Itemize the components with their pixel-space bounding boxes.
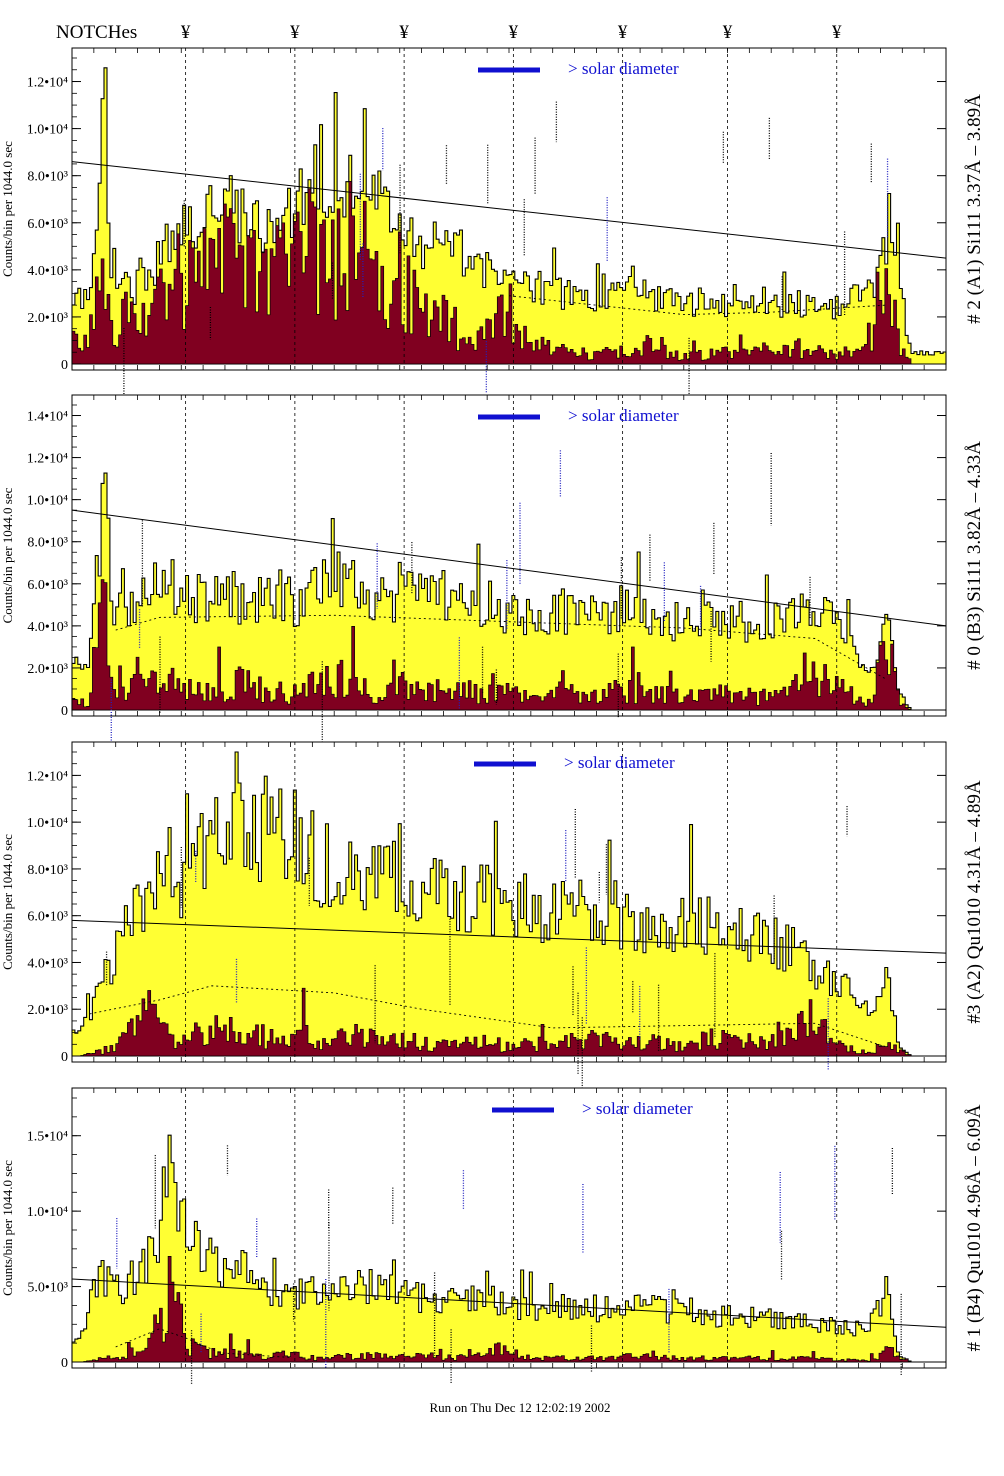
ytick-label-6: 1.2•10⁴ bbox=[27, 452, 68, 467]
ytick-label-3: 6.0•10³ bbox=[27, 217, 68, 232]
ytick-label-4: 8.0•10³ bbox=[27, 863, 68, 878]
ytick-label-1: 2.0•10³ bbox=[27, 1003, 68, 1018]
notch-symbol-2: ¥ bbox=[290, 22, 300, 43]
run-timestamp: Run on Thu Dec 12 12:02:19 2002 bbox=[429, 1400, 610, 1415]
ytick-label-2: 4.0•10³ bbox=[27, 956, 68, 971]
fit-line bbox=[71, 509, 947, 627]
ytick-label-3: 6.0•10³ bbox=[27, 578, 68, 593]
ytick-label-1: 2.0•10³ bbox=[27, 662, 68, 677]
panel-2: 0 2.0•10³ 4.0•10³ 6.0•10³ 8.0•10³ 1.0•10⁴ 1.2•… bbox=[0, 394, 985, 765]
panel-label: # 2 (A1) Si111 3.37Å – 3.89Å bbox=[964, 94, 985, 324]
notch-symbol-4: ¥ bbox=[509, 22, 519, 43]
ytick-label-0: 0 bbox=[61, 1356, 68, 1371]
ytick-label-5: 1.0•10⁴ bbox=[27, 816, 68, 831]
total-counts-histogram bbox=[71, 751, 946, 1057]
total-counts-histogram bbox=[71, 1134, 946, 1363]
ytick-label-2: 4.0•10³ bbox=[27, 264, 68, 279]
ytick-label-5: 1.0•10⁴ bbox=[27, 123, 68, 138]
line-id-labels bbox=[123, 101, 889, 413]
panel-4: 0 5.0•10³ 1.0•10⁴ 1.5•10⁴ Counts/bin per 104… bbox=[0, 1087, 985, 1385]
ytick-label-6: 1.2•10⁴ bbox=[27, 769, 68, 784]
line-id-labels bbox=[116, 1145, 902, 1385]
solar-diameter-legend: > solar diameter bbox=[568, 59, 679, 78]
fit-line bbox=[71, 919, 947, 954]
ytick-label-6: 1.2•10⁴ bbox=[27, 76, 68, 91]
total-counts-histogram bbox=[71, 472, 946, 711]
solar-diameter-legend: > solar diameter bbox=[564, 753, 675, 772]
y-axis-label: Counts/bin per 1044.0 sec bbox=[0, 834, 15, 970]
panel-3: 0 2.0•10³ 4.0•10³ 6.0•10³ 8.0•10³ 1.0•10⁴ 1.2•… bbox=[0, 741, 985, 1105]
ytick-label-7: 1.4•10⁴ bbox=[27, 410, 68, 425]
notch-markers: ¥ ¥ ¥ ¥ ¥ ¥ ¥ bbox=[181, 22, 842, 43]
ytick-label-4: 8.0•10³ bbox=[27, 536, 68, 551]
notch-symbol-1: ¥ bbox=[181, 22, 191, 43]
ytick-label-0: 0 bbox=[61, 1050, 68, 1065]
notch-symbol-5: ¥ bbox=[618, 22, 628, 43]
panel-1: 0 2.0•10³ 4.0•10³ 6.0•10³ 8.0•10³ 1.0•10⁴ 1.2•… bbox=[0, 47, 985, 413]
line-id-labels bbox=[105, 806, 848, 1105]
partial-counts-histogram bbox=[71, 180, 946, 365]
ytick-label-0: 0 bbox=[61, 704, 68, 719]
notch-symbol-3: ¥ bbox=[399, 22, 409, 43]
ytick-label-3: 6.0•10³ bbox=[27, 910, 68, 925]
y-axis-label: Counts/bin per 1044.0 sec bbox=[0, 141, 15, 277]
ytick-label-2: 4.0•10³ bbox=[27, 620, 68, 635]
y-axis-label: Counts/bin per 1044.0 sec bbox=[0, 1160, 15, 1296]
panel-label: #3 (A2) Qu1010 4.31Å – 4.89Å bbox=[964, 780, 985, 1024]
ytick-label-3: 1.5•10⁴ bbox=[27, 1130, 68, 1145]
panel-label: # 1 (B4) Qu1010 4.96Å – 6.09Å bbox=[964, 1104, 985, 1351]
ytick-label-0: 0 bbox=[61, 358, 68, 373]
ytick-label-5: 1.0•10⁴ bbox=[27, 494, 68, 509]
ytick-label-2: 1.0•10⁴ bbox=[27, 1205, 68, 1220]
notch-symbol-7: ¥ bbox=[832, 22, 842, 43]
ytick-label-4: 8.0•10³ bbox=[27, 170, 68, 185]
solar-diameter-legend: > solar diameter bbox=[582, 1099, 693, 1118]
solar-diameter-legend: > solar diameter bbox=[568, 406, 679, 425]
panels: 0 2.0•10³ 4.0•10³ 6.0•10³ 8.0•10³ 1.0•10⁴ 1.2•… bbox=[0, 47, 985, 1385]
ytick-label-1: 5.0•10³ bbox=[27, 1281, 68, 1296]
notch-symbol-6: ¥ bbox=[723, 22, 733, 43]
panel-label: # 0 (B3) Si111 3.82Å – 4.33Å bbox=[964, 441, 985, 670]
y-axis-label: Counts/bin per 1044.0 sec bbox=[0, 487, 15, 623]
background-curve bbox=[115, 614, 886, 679]
background-curve bbox=[115, 1328, 291, 1358]
notches-label: NOTCHes bbox=[56, 22, 137, 43]
partial-counts-histogram bbox=[72, 987, 946, 1057]
background-curve bbox=[508, 295, 885, 316]
ytick-label-1: 2.0•10³ bbox=[27, 311, 68, 326]
fit-line bbox=[71, 161, 947, 259]
fit-line bbox=[71, 1278, 947, 1328]
